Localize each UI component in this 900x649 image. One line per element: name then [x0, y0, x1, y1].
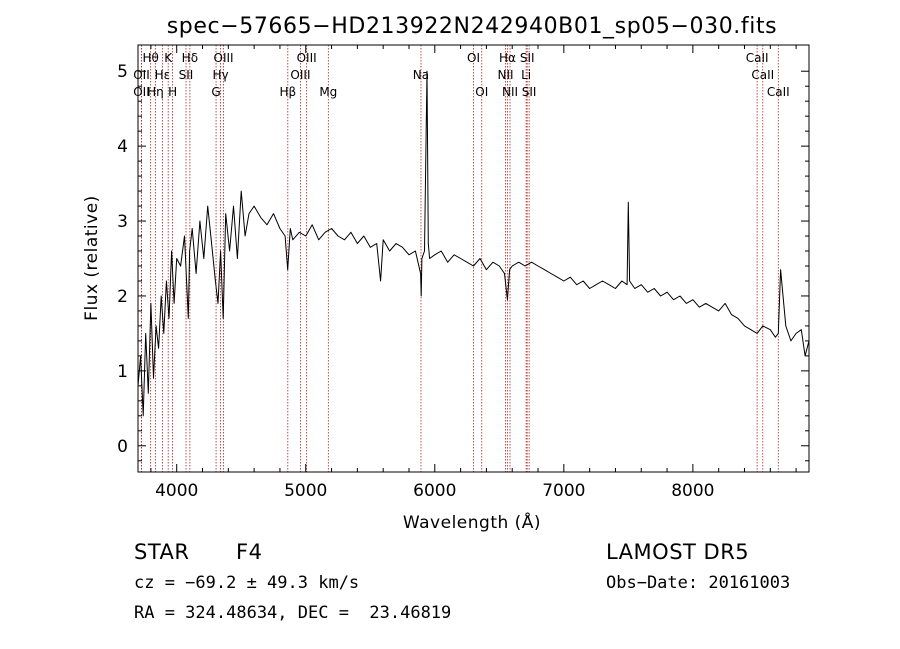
- line-label-oiii-9: OIII: [214, 51, 234, 65]
- y-tick-label-4: 4: [117, 137, 128, 157]
- y-tick-label-0: 0: [117, 437, 128, 457]
- y-tick-label-5: 5: [117, 62, 128, 82]
- spectrum-line: [137, 70, 810, 417]
- spectrum-series: [137, 70, 810, 417]
- line-label-caii-27: CaII: [767, 85, 790, 99]
- line-label-hη-5: Hη: [147, 85, 164, 99]
- x-tick-label-4000: 4000: [155, 481, 198, 501]
- line-label-oiii-13: OIII: [290, 68, 310, 82]
- line-label-caii-25: CaII: [746, 51, 769, 65]
- y-tick-label-2: 2: [117, 287, 128, 307]
- line-label-hε-4: Hε: [155, 68, 171, 82]
- line-label-nii-21: NII: [497, 68, 513, 82]
- object-class: STAR: [134, 540, 190, 564]
- x-tick-label-6000: 6000: [413, 481, 456, 501]
- line-label-mg-15: Mg: [319, 85, 337, 99]
- line-label-li-22: Li: [521, 68, 531, 82]
- x-tick-label-8000: 8000: [671, 481, 714, 501]
- survey-release: LAMOST DR5: [606, 540, 750, 564]
- y-tick-label-3: 3: [117, 212, 128, 232]
- line-label-hα-19: Hα: [499, 51, 516, 65]
- axis-ticks: 4000 5000 6000 7000 8000 0 1 2 3 4 5: [117, 45, 809, 501]
- line-label-oii-1: OII: [133, 68, 150, 82]
- line-label-oi-18: OI: [475, 85, 488, 99]
- line-label-oii-2: OII: [133, 85, 150, 99]
- x-axis-label: Wavelength (Å): [403, 511, 541, 533]
- y-tick-label-1: 1: [117, 362, 128, 382]
- object-subclass: F4: [236, 540, 263, 564]
- line-label-oiii-12: OIII: [297, 51, 317, 65]
- line-label-oi-17: OI: [467, 51, 480, 65]
- redshift-velocity: cz = −69.2 ± 49.3 km/s: [134, 573, 360, 593]
- x-tick-label-7000: 7000: [542, 481, 585, 501]
- line-label-hδ-7: Hδ: [182, 51, 198, 65]
- line-label-sii-8: SII: [179, 68, 194, 82]
- line-label-sii-24: SII: [522, 85, 537, 99]
- line-label-hβ-14: Hβ: [279, 85, 296, 99]
- line-label-hγ-10: Hγ: [213, 68, 229, 82]
- line-label-nii-23: NII: [502, 85, 518, 99]
- plot-frame: [137, 44, 810, 473]
- line-label-h-6: H: [168, 85, 177, 99]
- line-label-g-11: G: [211, 85, 220, 99]
- line-label-hθ-0: Hθ: [142, 51, 158, 65]
- line-label-na-16: Na: [413, 68, 429, 82]
- line-label-caii-26: CaII: [751, 68, 774, 82]
- chart-title: spec−57665−HD213922N242940B01_sp05−030.f…: [167, 14, 778, 39]
- y-axis-label: Flux (relative): [82, 195, 102, 321]
- line-label-k-3: K: [164, 51, 173, 65]
- coordinates: RA = 324.48634, DEC = 23.46819: [134, 603, 452, 623]
- x-tick-label-5000: 5000: [284, 481, 327, 501]
- observation-date: Obs−Date: 20161003: [606, 573, 791, 593]
- spectral-line-labels: Hθ OII OII K Hε Hη H Hδ SII OIII Hγ G OIII OIII Hβ Mg Na…: [133, 51, 789, 99]
- line-label-sii-20: SII: [520, 51, 535, 65]
